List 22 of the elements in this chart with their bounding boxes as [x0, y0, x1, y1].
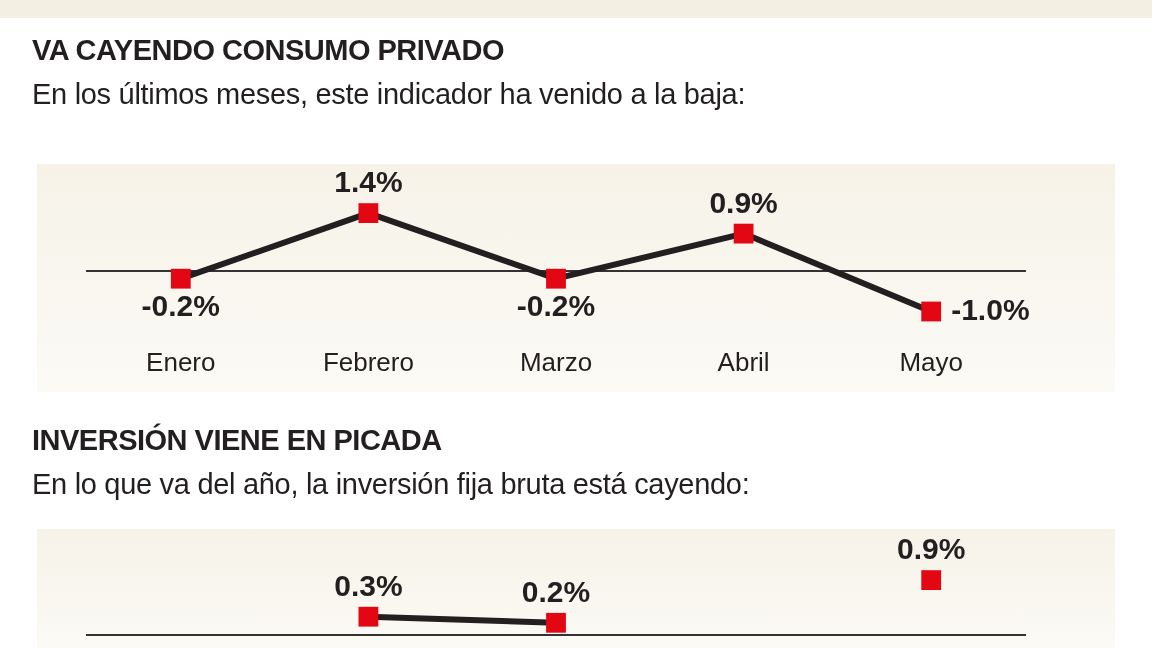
x-tick-label: Marzo — [519, 346, 593, 377]
x-tick-label: Mayo — [899, 346, 963, 377]
data-label: 0.3% — [334, 568, 403, 602]
point — [170, 268, 191, 289]
x-tick-label: Enero — [146, 346, 216, 377]
point — [733, 223, 754, 244]
point — [358, 203, 379, 223]
point — [921, 301, 942, 322]
chart-subtitle: En los últimos meses, este indicador ha venido a la baja: — [32, 78, 746, 111]
data-label: 1.4% — [334, 165, 403, 199]
data-label: 0.9% — [709, 185, 778, 219]
data-label: 0.9% — [897, 532, 966, 566]
chart-subtitle: En lo que va del año, la inversión fija bruta está cayendo: — [32, 468, 750, 501]
data-label: -0.2% — [141, 288, 220, 322]
data-label: 0.2% — [521, 575, 591, 609]
data-label: -1.0% — [951, 292, 1030, 326]
x-tick-label: Febrero — [322, 346, 414, 377]
x-tick-label: Abril — [717, 346, 770, 377]
point — [546, 268, 566, 289]
chart-title: INVERSIÓN VIENE EN PICADA — [32, 424, 442, 457]
chart-title: VA CAYENDO CONSUMO PRIVADO — [32, 34, 504, 67]
data-label: -0.2% — [516, 288, 596, 322]
